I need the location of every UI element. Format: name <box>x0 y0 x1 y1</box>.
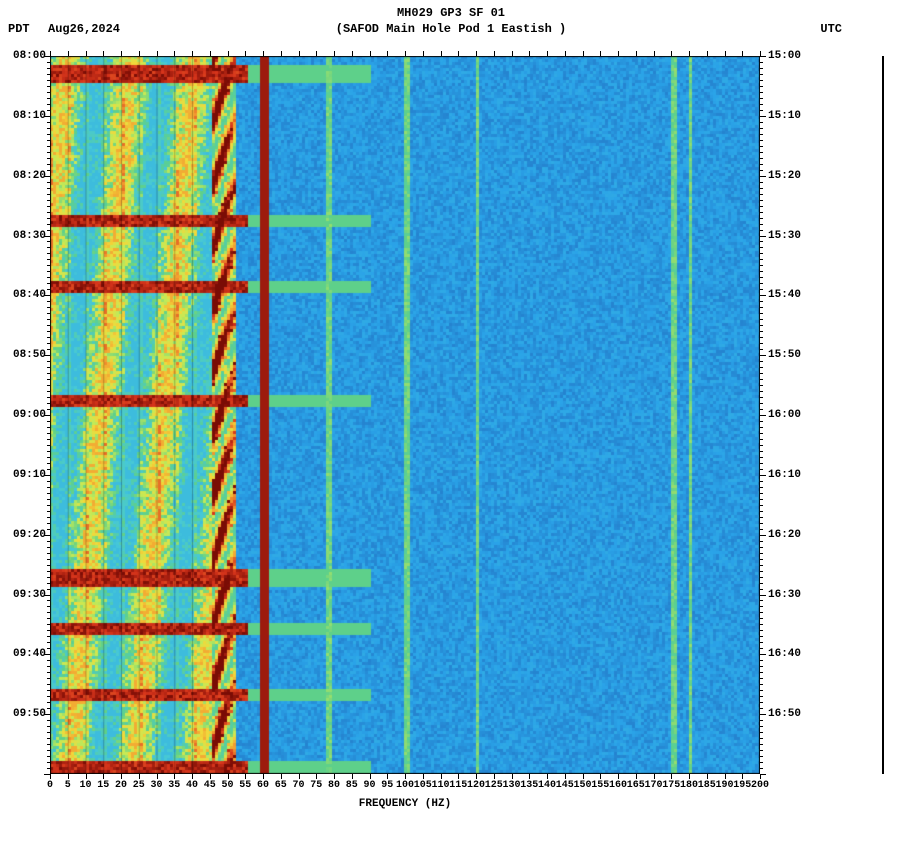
x-tick-label: 55 <box>239 780 251 791</box>
x-tick-label: 95 <box>381 780 393 791</box>
x-tick-label: 50 <box>221 780 233 791</box>
x-tick-label: 35 <box>168 780 180 791</box>
x-tick-label: 0 <box>47 780 53 791</box>
x-tick-label: 75 <box>310 780 322 791</box>
x-axis-label: FREQUENCY (HZ) <box>50 798 760 810</box>
x-tick-label: 175 <box>662 780 680 791</box>
x-tick-label: 70 <box>292 780 304 791</box>
x-tick-label: 120 <box>467 780 485 791</box>
y-tick-right-label: 16:30 <box>768 589 801 601</box>
date-label: Aug26,2024 <box>48 22 120 36</box>
x-tick-label: 110 <box>431 780 449 791</box>
x-tick-label: 10 <box>79 780 91 791</box>
x-tick-label: 165 <box>627 780 645 791</box>
y-tick-left-label: 09:50 <box>2 708 46 720</box>
x-tick-label: 40 <box>186 780 198 791</box>
y-tick-left-label: 08:30 <box>2 230 46 242</box>
y-tick-right-label: 16:50 <box>768 708 801 720</box>
timezone-left: PDT <box>8 22 30 36</box>
y-tick-right-label: 15:10 <box>768 110 801 122</box>
y-tick-right-label: 16:20 <box>768 529 801 541</box>
y-tick-right-label: 15:00 <box>768 50 801 62</box>
x-tick-label: 100 <box>396 780 414 791</box>
chart-title-line2: (SAFOD Main Hole Pod 1 Eastish ) <box>0 22 902 36</box>
y-tick-left-label: 08:50 <box>2 349 46 361</box>
y-tick-right-label: 15:20 <box>768 170 801 182</box>
y-tick-left-label: 08:00 <box>2 50 46 62</box>
spectrogram-canvas <box>50 56 760 774</box>
y-tick-right-label: 16:40 <box>768 648 801 660</box>
y-tick-left-label: 09:20 <box>2 529 46 541</box>
x-tick-label: 90 <box>363 780 375 791</box>
x-tick-label: 60 <box>257 780 269 791</box>
y-tick-left-label: 08:20 <box>2 170 46 182</box>
x-tick-label: 25 <box>133 780 145 791</box>
x-tick-label: 45 <box>204 780 216 791</box>
x-tick-label: 195 <box>733 780 751 791</box>
x-tick-label: 85 <box>346 780 358 791</box>
x-tick-label: 130 <box>502 780 520 791</box>
y-tick-right-label: 15:30 <box>768 230 801 242</box>
x-tick-label: 150 <box>573 780 591 791</box>
chart-title-line1: MH029 GP3 SF 01 <box>0 6 902 20</box>
y-tick-left-label: 08:40 <box>2 289 46 301</box>
x-tick-label: 170 <box>644 780 662 791</box>
x-tick-label: 140 <box>538 780 556 791</box>
x-tick-label: 125 <box>485 780 503 791</box>
x-tick-label: 115 <box>449 780 467 791</box>
x-tick-label: 135 <box>520 780 538 791</box>
y-tick-left-label: 09:30 <box>2 589 46 601</box>
x-tick-label: 160 <box>609 780 627 791</box>
colorbar-marker <box>882 56 884 774</box>
x-tick-label: 20 <box>115 780 127 791</box>
y-tick-right-label: 15:50 <box>768 349 801 361</box>
y-tick-right-label: 15:40 <box>768 289 801 301</box>
x-tick-label: 145 <box>556 780 574 791</box>
x-tick-label: 80 <box>328 780 340 791</box>
timezone-right: UTC <box>820 22 842 36</box>
x-tick-label: 5 <box>65 780 71 791</box>
y-tick-right-label: 16:00 <box>768 409 801 421</box>
x-tick-label: 185 <box>698 780 716 791</box>
y-tick-left-label: 09:00 <box>2 409 46 421</box>
y-tick-left-label: 08:10 <box>2 110 46 122</box>
x-tick-label: 155 <box>591 780 609 791</box>
spectrogram-plot <box>50 56 760 774</box>
x-tick-label: 65 <box>275 780 287 791</box>
y-tick-left-label: 09:10 <box>2 469 46 481</box>
x-tick-label: 180 <box>680 780 698 791</box>
x-tick-label: 190 <box>715 780 733 791</box>
x-tick-label: 30 <box>150 780 162 791</box>
y-tick-left-label: 09:40 <box>2 648 46 660</box>
x-tick-label: 15 <box>97 780 109 791</box>
y-tick-right-label: 16:10 <box>768 469 801 481</box>
x-tick-label: 105 <box>414 780 432 791</box>
x-tick-label: 200 <box>751 780 769 791</box>
